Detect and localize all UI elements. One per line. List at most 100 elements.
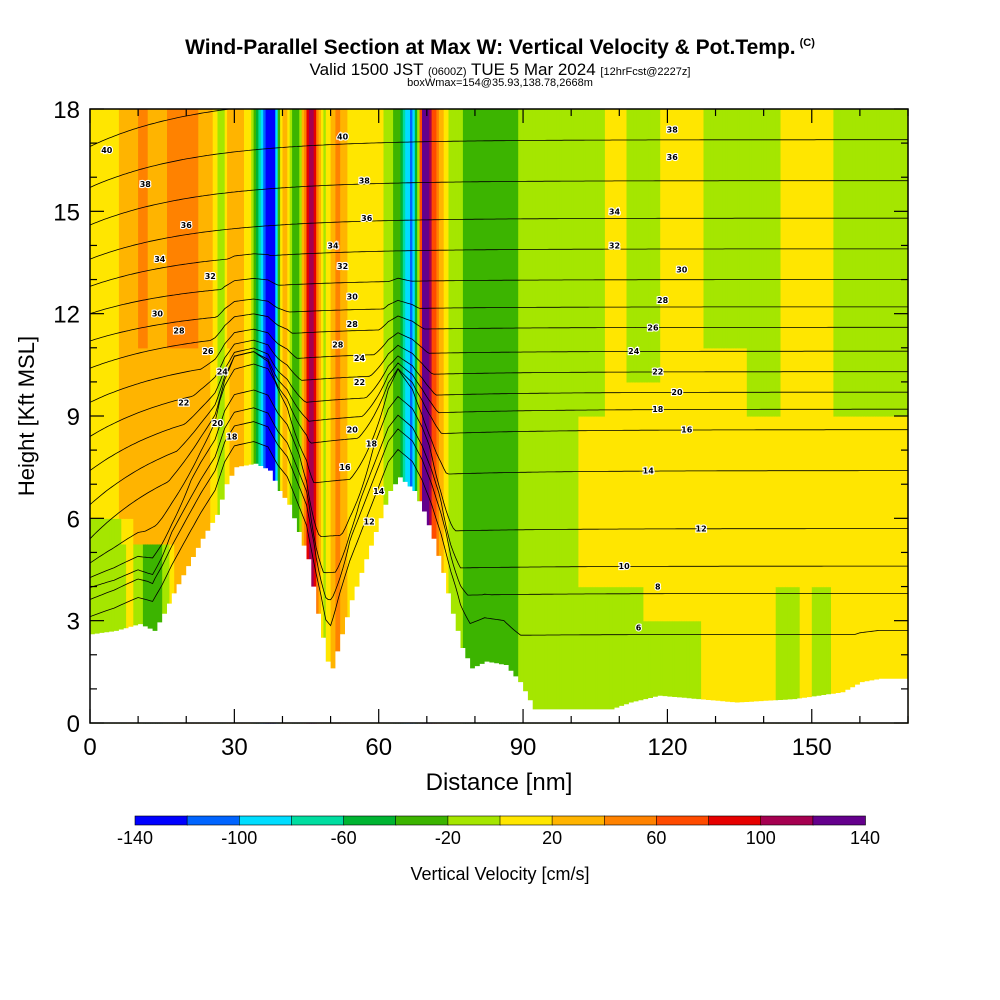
valid-date: TUE 5 Mar 2024 bbox=[470, 60, 596, 79]
w-cell bbox=[443, 109, 447, 724]
w-cell bbox=[193, 347, 197, 724]
w-cell bbox=[648, 381, 652, 622]
w-cell bbox=[169, 109, 173, 349]
w-cell bbox=[640, 586, 644, 724]
w-cell bbox=[188, 347, 192, 724]
w-cell bbox=[871, 109, 875, 417]
w-cell bbox=[797, 109, 801, 588]
colorbar-swatch bbox=[291, 815, 345, 826]
y-tick-label: 6 bbox=[67, 506, 80, 533]
w-cell bbox=[241, 109, 245, 724]
theta-contour bbox=[89, 298, 908, 342]
w-cell bbox=[898, 109, 902, 417]
w-cell bbox=[426, 109, 430, 724]
w-cell bbox=[778, 586, 782, 724]
w-cell bbox=[802, 109, 806, 724]
contour-label: 22 bbox=[652, 368, 663, 377]
w-cell bbox=[821, 586, 825, 724]
w-cell bbox=[106, 109, 110, 519]
w-cell bbox=[441, 109, 445, 724]
w-cell bbox=[203, 109, 207, 724]
w-cell bbox=[710, 109, 714, 349]
w-cell bbox=[559, 109, 563, 724]
w-cell bbox=[157, 109, 161, 545]
w-cell bbox=[280, 109, 284, 724]
w-cell bbox=[460, 109, 464, 724]
w-cell bbox=[766, 109, 770, 417]
w-cell bbox=[891, 109, 895, 417]
w-cell bbox=[867, 416, 871, 724]
w-cell bbox=[183, 347, 187, 724]
w-cell bbox=[903, 416, 907, 724]
w-cell bbox=[128, 109, 132, 519]
w-cell bbox=[419, 109, 423, 724]
w-cell bbox=[542, 109, 546, 724]
w-cell bbox=[852, 416, 856, 724]
w-cell bbox=[270, 109, 274, 724]
w-cell bbox=[607, 109, 611, 588]
w-cell bbox=[503, 109, 507, 724]
colorbar-swatch bbox=[708, 815, 762, 826]
colorbar-tick-label: -20 bbox=[435, 828, 461, 848]
w-cell bbox=[746, 109, 750, 417]
w-cell bbox=[162, 109, 166, 545]
w-cell bbox=[450, 109, 454, 724]
theta-contour bbox=[89, 441, 908, 636]
w-cell bbox=[722, 347, 726, 724]
w-cell bbox=[361, 109, 365, 724]
w-cell bbox=[275, 109, 279, 724]
w-cell bbox=[311, 109, 315, 724]
w-cell bbox=[446, 109, 450, 724]
w-cell bbox=[638, 586, 642, 724]
colorbar-swatch bbox=[395, 815, 449, 826]
contour-label: 20 bbox=[212, 419, 224, 428]
w-cell bbox=[903, 109, 907, 417]
w-cell bbox=[595, 416, 599, 588]
theta-contour bbox=[89, 313, 908, 369]
w-cell bbox=[732, 347, 736, 724]
w-cell bbox=[164, 109, 168, 545]
w-cell bbox=[619, 586, 623, 724]
w-cell bbox=[893, 416, 897, 724]
w-cell bbox=[838, 416, 842, 724]
w-cell bbox=[730, 109, 733, 349]
w-cell bbox=[349, 109, 353, 724]
terrain-mask bbox=[90, 463, 908, 723]
contour-label: 26 bbox=[202, 347, 214, 356]
contour-label: 32 bbox=[205, 272, 216, 281]
contour-label: 28 bbox=[332, 340, 344, 349]
w-cell bbox=[708, 347, 712, 724]
w-cell bbox=[342, 109, 346, 724]
w-cell bbox=[636, 381, 640, 588]
w-cell bbox=[595, 109, 599, 417]
w-cell bbox=[590, 416, 594, 588]
w-cell bbox=[583, 586, 587, 724]
w-cell bbox=[566, 109, 570, 724]
w-cell bbox=[292, 109, 296, 724]
contour-label: 40 bbox=[101, 146, 113, 155]
w-cell bbox=[330, 109, 334, 724]
w-cell bbox=[770, 416, 774, 724]
w-cell bbox=[881, 416, 885, 724]
w-cell bbox=[564, 109, 567, 724]
w-cell bbox=[539, 109, 543, 724]
w-cell bbox=[717, 109, 721, 349]
w-cell bbox=[347, 109, 351, 724]
w-cell bbox=[602, 586, 606, 724]
w-cell bbox=[761, 416, 765, 724]
w-cell bbox=[838, 109, 842, 417]
contour-label: 36 bbox=[667, 153, 679, 162]
box-wmax-info: boxWmax=154@35.93,138.78,2668m bbox=[407, 77, 593, 89]
w-cell bbox=[272, 109, 276, 724]
w-cell bbox=[174, 109, 178, 349]
w-cell bbox=[677, 620, 680, 724]
w-cell bbox=[181, 109, 185, 349]
w-cell bbox=[150, 109, 154, 545]
w-cell bbox=[693, 109, 697, 622]
w-cell bbox=[782, 109, 786, 588]
forecast-cycle: [12hrFcst@2227z] bbox=[600, 66, 691, 78]
w-cell bbox=[474, 109, 478, 724]
theta-contour bbox=[89, 421, 908, 601]
w-cell bbox=[628, 109, 632, 383]
w-cell bbox=[614, 109, 618, 588]
